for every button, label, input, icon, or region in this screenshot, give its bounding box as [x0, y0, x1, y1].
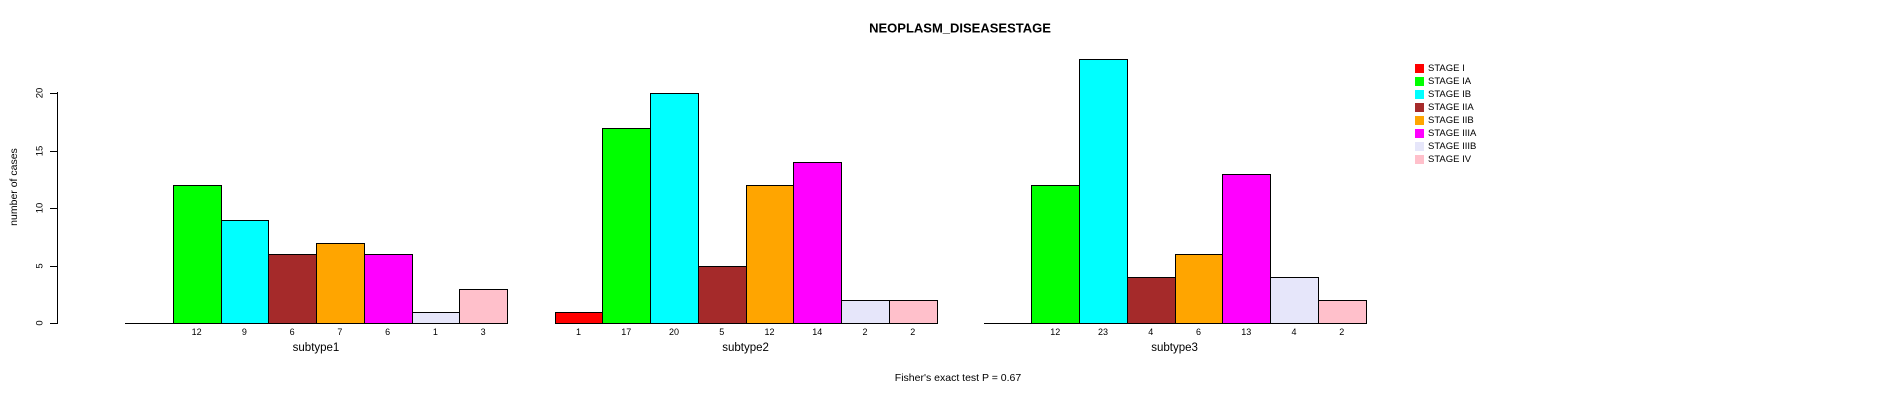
bar-value-label: 1 [575, 327, 581, 337]
bar-stage-iv [1317, 300, 1367, 324]
bar-value-label: 12 [191, 327, 202, 337]
legend-item: STAGE IIB [1415, 114, 1476, 127]
legend-swatch-icon [1415, 90, 1424, 99]
y-tick-label: 10 [34, 202, 46, 214]
bar-value-label: 23 [1097, 327, 1108, 337]
legend-label: STAGE IIA [1428, 102, 1474, 113]
bar-stage-iv [459, 288, 508, 324]
legend-label: STAGE IIB [1428, 115, 1474, 126]
y-axis-label: number of cases [8, 148, 20, 226]
bar-stage-iib [745, 185, 795, 324]
legend-swatch-icon [1415, 155, 1424, 164]
bar-stage-iiia [793, 162, 843, 324]
y-tick-mark [50, 150, 57, 152]
bar-value-label: 2 [1339, 327, 1345, 337]
bar-stage-ia [1031, 185, 1081, 324]
bar-stage-ib [1079, 58, 1128, 324]
bar-stage-iv [888, 300, 938, 324]
bar-stage-iia [268, 254, 317, 324]
bar-value-label: 6 [289, 327, 295, 337]
bar-value-label: 9 [241, 327, 247, 337]
bar-value-label: 1 [432, 327, 438, 337]
bar-value-label: 3 [480, 327, 486, 337]
legend-label: STAGE IIIB [1428, 141, 1477, 152]
y-tick-mark [50, 323, 57, 324]
y-tick-label: 20 [34, 87, 46, 99]
bar-value-label: 12 [764, 327, 775, 337]
y-tick-mark [50, 208, 57, 209]
bar-value-label: 2 [862, 327, 868, 337]
bar-value-label: 5 [719, 327, 725, 337]
bar-stage-ia [602, 127, 652, 324]
category-label-subtype1: subtype1 [292, 342, 340, 354]
legend-item: STAGE IIIB [1415, 140, 1476, 153]
y-tick-label: 15 [34, 145, 46, 156]
annotation-fishers-test: Fisher's exact test P = 0.67 [894, 372, 1022, 384]
bar-stage-iiia [1222, 173, 1272, 324]
legend-label: STAGE IV [1428, 154, 1472, 165]
legend-swatch-icon [1415, 77, 1424, 86]
legend-swatch-icon [1415, 142, 1424, 151]
bar-value-label: 4 [1148, 327, 1154, 337]
y-tick-label: 0 [34, 320, 46, 326]
bar-value-label: 6 [385, 327, 391, 337]
bar-stage-ib [220, 219, 270, 324]
bar-stage-ia [172, 185, 222, 324]
bar-stage-iia [1126, 277, 1176, 324]
y-tick-label: 5 [34, 262, 46, 269]
legend-item: STAGE IIIA [1415, 127, 1476, 140]
bar-value-label: 12 [1050, 327, 1061, 337]
legend-label: STAGE IA [1428, 76, 1472, 87]
bar-stage-iib [1174, 254, 1224, 324]
bar-value-label: 6 [1195, 327, 1201, 337]
legend-item: STAGE I [1415, 62, 1476, 75]
category-label-subtype3: subtype3 [1151, 342, 1198, 354]
legend-label: STAGE IIIA [1428, 128, 1477, 139]
legend-item: STAGE IV [1415, 153, 1476, 166]
legend-item: STAGE IIA [1415, 101, 1476, 114]
bar-value-label: 13 [1241, 327, 1252, 337]
legend-item: STAGE IA [1415, 75, 1476, 88]
y-tick-mark [50, 265, 57, 267]
bar-stage-iiia [363, 254, 413, 324]
category-label-subtype2: subtype2 [722, 342, 769, 354]
legend-label: STAGE IB [1428, 89, 1472, 100]
legend-item: STAGE IB [1415, 88, 1476, 101]
bar-stage-i [554, 311, 604, 324]
bar-value-label: 4 [1291, 327, 1297, 337]
bar-value-label: 14 [812, 327, 823, 337]
chart-title: NEOPLASM_DISEASESTAGE [869, 20, 1051, 36]
y-tick-mark [50, 93, 57, 94]
bar-value-label: 7 [337, 327, 343, 337]
bar-value-label: 17 [621, 327, 632, 337]
legend-swatch-icon [1415, 116, 1424, 125]
bar-stage-iia [697, 265, 747, 324]
bar-zero-stage-i [983, 323, 1033, 324]
bar-stage-iiib [1270, 277, 1319, 324]
legend: STAGE I STAGE IA STAGE IB STAGE IIA STAGE II… [1415, 62, 1476, 166]
legend-swatch-icon [1415, 129, 1424, 138]
legend-swatch-icon [1415, 103, 1424, 112]
bar-stage-ib [650, 93, 699, 324]
bar-stage-iib [316, 242, 365, 324]
legend-swatch-icon [1415, 64, 1424, 73]
bar-zero-stage-i [125, 323, 174, 324]
y-axis-line [57, 92, 58, 324]
bar-value-label: 20 [668, 327, 679, 337]
legend-label: STAGE I [1428, 63, 1465, 74]
bar-stage-iiib [411, 311, 461, 324]
bar-value-label: 2 [910, 327, 916, 337]
bar-stage-iiib [841, 300, 890, 324]
